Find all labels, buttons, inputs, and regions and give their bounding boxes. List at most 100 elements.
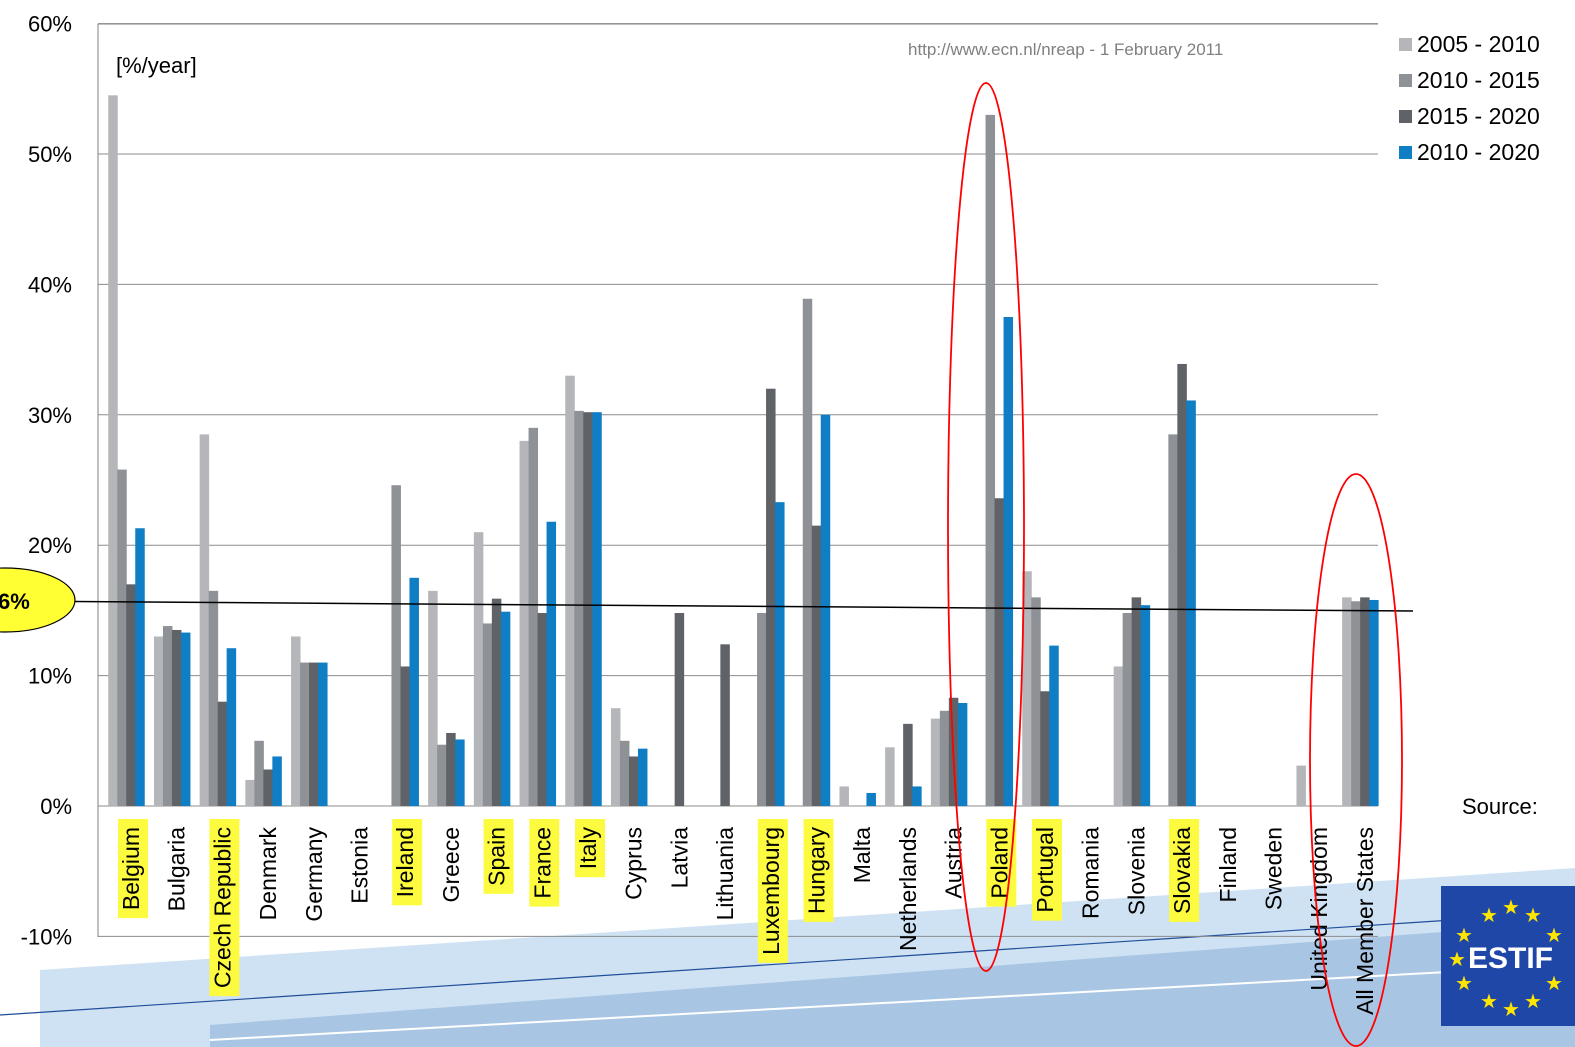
category-label: Belgium — [118, 827, 144, 910]
bar — [391, 485, 401, 806]
bar — [309, 662, 319, 806]
category-highlight — [1032, 819, 1062, 921]
bar — [500, 611, 511, 806]
category-highlight — [575, 819, 605, 878]
bar — [820, 414, 831, 806]
bar — [1351, 601, 1361, 806]
y-tick-label: 0% — [40, 794, 72, 819]
svg-text:★: ★ — [1524, 903, 1542, 927]
bar — [885, 747, 895, 806]
legend-label: 2005 - 2010 — [1417, 31, 1540, 57]
bar — [610, 708, 621, 806]
reference-line — [0, 600, 1414, 612]
bar — [428, 590, 438, 806]
bar — [1360, 597, 1370, 806]
svg-text:★: ★ — [1448, 947, 1466, 971]
category-label: Lithuania — [712, 827, 738, 921]
bar — [245, 779, 255, 806]
bar — [291, 636, 301, 806]
category-highlight — [529, 819, 560, 907]
bar — [775, 502, 785, 806]
bar — [263, 769, 273, 806]
category-label: Spain — [484, 827, 510, 886]
bar — [674, 613, 685, 806]
bar — [208, 590, 219, 806]
reference-callout — [0, 567, 76, 633]
legend-swatch — [1399, 110, 1412, 123]
category-highlight — [483, 819, 514, 894]
bar — [1186, 400, 1196, 806]
category-label: Slovakia — [1169, 827, 1195, 914]
y-tick-label: 30% — [28, 403, 72, 428]
legend-label: 2015 - 2020 — [1417, 103, 1540, 129]
category-highlight — [803, 819, 834, 922]
category-labels: Belgium Bulgaria Czech Republic Denmark Germ… — [118, 827, 1378, 1015]
bar — [162, 626, 173, 806]
bar — [1040, 691, 1050, 806]
category-label: Malta — [849, 827, 875, 883]
bar — [994, 498, 1005, 806]
unit-label: [%/year] — [116, 53, 197, 78]
bar — [300, 662, 310, 806]
category-label: Romania — [1078, 827, 1104, 919]
bar — [574, 410, 584, 806]
legend-swatch — [1399, 146, 1412, 159]
bar — [409, 577, 419, 806]
category-highlight — [1169, 819, 1200, 922]
bar — [491, 598, 502, 806]
bar — [126, 584, 136, 806]
bar — [957, 702, 968, 806]
bar — [446, 732, 456, 806]
bar — [802, 298, 813, 806]
bar — [628, 756, 639, 806]
legend: 2005 - 2010 2010 - 2015 2015 - 2020 2010 - … — [1399, 31, 1540, 165]
category-highlight — [757, 819, 788, 963]
category-label: Germany — [301, 827, 327, 922]
bar — [108, 95, 118, 806]
bar — [171, 629, 182, 806]
bar — [637, 748, 648, 806]
category-label: Cyprus — [621, 827, 647, 900]
category-label: Austria — [941, 827, 967, 899]
bar — [720, 644, 730, 806]
reference-callout-text: 6% — [0, 589, 30, 614]
category-label: Slovenia — [1123, 827, 1149, 915]
category-label: Luxembourg — [758, 827, 784, 955]
bar — [226, 648, 237, 806]
bar — [903, 723, 913, 806]
y-tick-label: 20% — [28, 533, 72, 558]
bar — [939, 710, 950, 806]
bar — [757, 613, 767, 806]
bar — [318, 662, 328, 806]
svg-text:★: ★ — [1524, 989, 1542, 1013]
category-label: Greece — [438, 827, 464, 902]
reference-line-group: 6% — [0, 567, 1414, 633]
y-tick-label: 50% — [28, 142, 72, 167]
category-label: Hungary — [804, 827, 830, 914]
bar — [217, 701, 228, 806]
legend-swatch — [1399, 38, 1412, 51]
legend-label: 2010 - 2015 — [1417, 67, 1540, 93]
bar — [272, 756, 282, 806]
svg-text:★: ★ — [1480, 989, 1498, 1013]
category-label: France — [529, 827, 555, 899]
category-highlight — [118, 819, 148, 919]
bar — [546, 521, 557, 806]
bar — [455, 739, 465, 806]
svg-text:★: ★ — [1502, 997, 1520, 1021]
category-label: United Kingdom — [1306, 827, 1332, 991]
bar — [1031, 597, 1041, 806]
bar — [180, 632, 191, 806]
bar — [1168, 434, 1178, 806]
bar — [766, 388, 776, 806]
svg-text:★: ★ — [1545, 971, 1563, 995]
category-label: All Member States — [1352, 827, 1378, 1015]
circle-poland — [947, 82, 1025, 972]
bar — [912, 786, 922, 806]
bar — [537, 613, 548, 806]
bar — [254, 740, 264, 806]
svg-text:★: ★ — [1455, 923, 1473, 947]
category-highlight — [392, 819, 423, 906]
estif-logo: ★ ★ ★ ★ ★ ★ ★ ★ ★ ★ ★ ESTIF — [1441, 886, 1575, 1026]
source-url: http://www.ecn.nl/nreap - 1 February 201… — [908, 40, 1223, 59]
